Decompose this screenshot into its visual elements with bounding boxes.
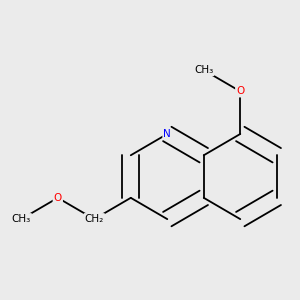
Text: CH₃: CH₃ [194,65,213,75]
Text: O: O [236,86,244,96]
Text: CH₂: CH₂ [85,214,104,224]
Text: CH₃: CH₃ [12,214,31,224]
Text: N: N [164,129,171,139]
Text: O: O [54,193,62,203]
